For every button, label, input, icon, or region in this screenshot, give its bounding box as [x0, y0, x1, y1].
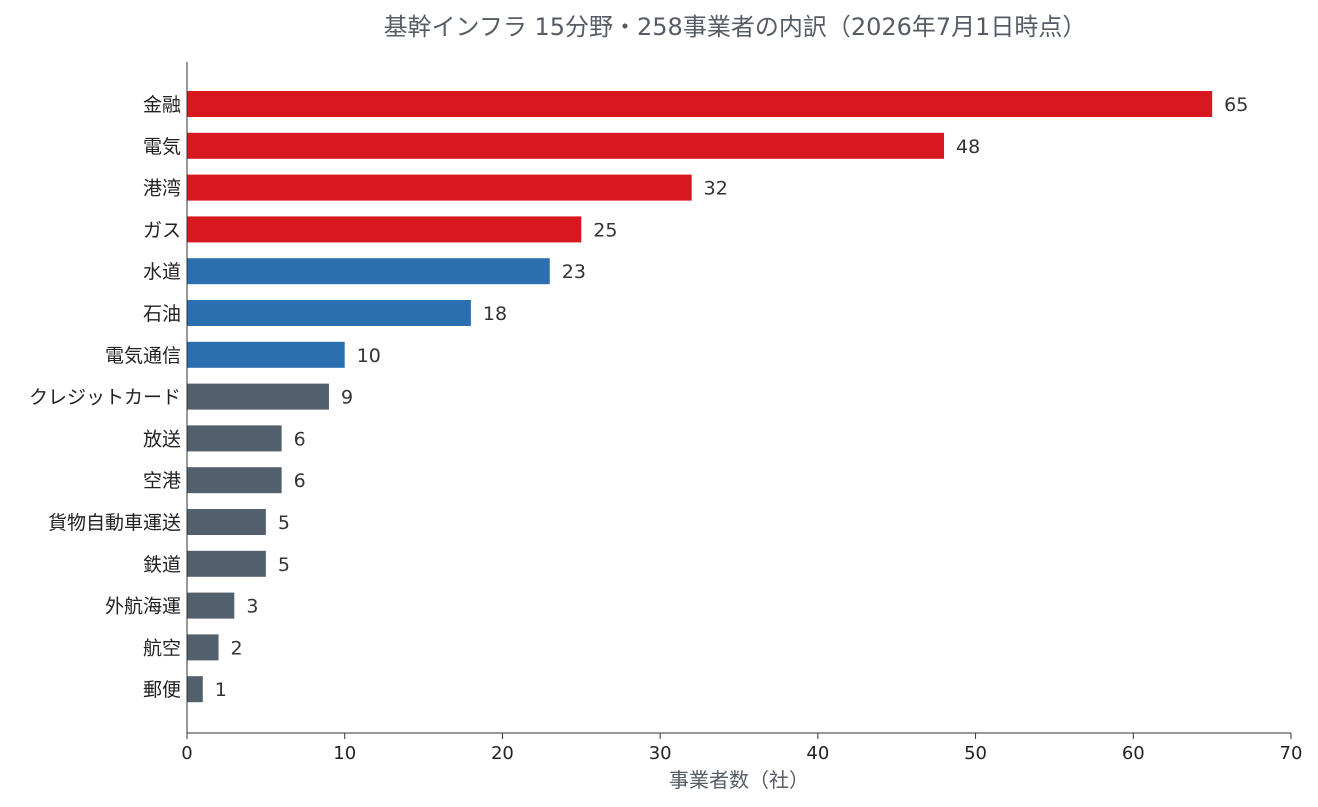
bar	[187, 174, 692, 201]
x-axis-title: 事業者数（社）	[669, 768, 809, 792]
category-label: 鉄道	[143, 554, 181, 576]
bar	[187, 91, 1213, 117]
value-label: 25	[593, 219, 617, 241]
bar	[187, 509, 266, 535]
value-label: 1	[215, 679, 227, 701]
value-label: 18	[483, 303, 507, 325]
bars-group	[187, 91, 1213, 703]
bar	[187, 300, 471, 326]
bar	[187, 467, 282, 494]
bar	[187, 550, 266, 577]
x-tick-label: 20	[491, 743, 514, 764]
x-tick-label: 40	[806, 743, 829, 764]
category-label: 空港	[143, 470, 181, 492]
category-label: 金融	[143, 94, 181, 116]
value-label: 32	[704, 178, 728, 200]
value-label: 23	[562, 261, 586, 283]
category-label: 電気通信	[105, 345, 181, 367]
value-label: 48	[956, 136, 980, 158]
category-label: 貨物自動車運送	[48, 512, 181, 534]
bar	[187, 383, 329, 410]
category-label: 港湾	[143, 178, 181, 200]
x-tick-label: 70	[1280, 743, 1303, 764]
value-label: 5	[278, 512, 290, 534]
category-label: クレジットカード	[29, 387, 181, 409]
bar	[187, 634, 219, 661]
category-label: 放送	[143, 428, 181, 450]
category-label: ガス	[143, 219, 181, 241]
value-label: 2	[231, 637, 243, 659]
category-label: 郵便	[143, 679, 181, 701]
x-tick-label: 30	[649, 743, 672, 764]
x-tick-label: 10	[333, 743, 356, 764]
category-labels: 金融電気港湾ガス水道石油電気通信クレジットカード放送空港貨物自動車運送鉄道外航海…	[29, 94, 181, 701]
value-label: 5	[278, 554, 290, 576]
x-axis-ticks: 0 10 20 30 40 50 60 70	[181, 733, 1302, 764]
x-tick-label: 0	[181, 743, 192, 764]
category-label: 電気	[143, 136, 181, 158]
bar	[187, 425, 282, 452]
category-label: 航空	[143, 637, 181, 659]
x-tick-label: 60	[1122, 743, 1145, 764]
bar	[187, 216, 582, 243]
value-label: 6	[294, 470, 306, 492]
value-label: 6	[294, 428, 306, 450]
bar	[187, 258, 550, 285]
value-label: 10	[357, 345, 381, 367]
value-label: 65	[1224, 94, 1248, 116]
value-label: 3	[246, 596, 258, 618]
category-label: 外航海運	[105, 596, 181, 618]
x-tick-label: 50	[964, 743, 987, 764]
category-label: 石油	[143, 303, 181, 325]
bar	[187, 592, 235, 619]
category-label: 水道	[143, 261, 181, 283]
bar	[187, 341, 345, 368]
bar	[187, 676, 203, 703]
value-label: 9	[341, 387, 353, 409]
bar	[187, 132, 945, 159]
chart-title: 基幹インフラ 15分野・258事業者の内訳（2026年7月1日時点）	[384, 13, 1087, 41]
